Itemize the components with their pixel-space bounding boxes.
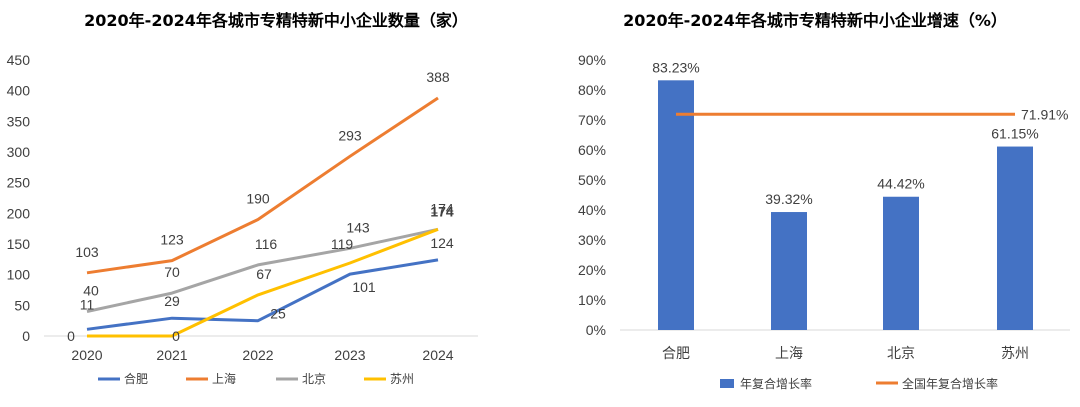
y-tick-label: 70% [578, 112, 606, 128]
data-label: 293 [338, 127, 362, 143]
series-line-0 [86, 258, 439, 331]
data-label: 388 [426, 69, 450, 85]
data-label: 103 [75, 244, 99, 260]
legend-label: 年复合增长率 [740, 376, 812, 391]
bar-data-label: 44.42% [877, 176, 924, 192]
line-chart-data-labels: 11 29 25 101 124 103 123 190 293 388 40 70 116 143 174… [67, 69, 454, 344]
bar-data-label: 83.23% [652, 59, 699, 75]
bar-chart-x-axis: 合肥 上海 北京 苏州 [662, 346, 1029, 362]
data-label: 25 [270, 306, 286, 322]
y-tick-label: 60% [578, 142, 606, 158]
y-tick-label: 50 [14, 297, 30, 313]
data-label: 174 [430, 200, 454, 216]
legend-swatch-bar [720, 379, 734, 388]
line-chart-x-axis: 2020 2021 2022 2023 2024 [71, 347, 453, 363]
x-tick-label: 2021 [156, 347, 187, 363]
data-label: 0 [67, 328, 75, 344]
y-tick-label: 80% [578, 82, 606, 98]
bar-chart-title: 2020年-2024年各城市专精特新中小企业增速（%） [623, 11, 1007, 30]
y-tick-label: 40% [578, 202, 606, 218]
y-tick-label: 0 [22, 328, 30, 344]
data-label: 190 [246, 190, 270, 206]
series-line-1 [86, 96, 439, 275]
line-chart-series [86, 96, 439, 338]
bar-chart-bars [658, 80, 1033, 330]
y-tick-label: 300 [7, 144, 31, 160]
line-chart-title: 2020年-2024年各城市专精特新中小企业数量（家） [84, 11, 468, 30]
legend-label: 合肥 [124, 371, 148, 386]
legend-label: 全国年复合增长率 [902, 376, 998, 391]
line-chart-y-axis: 0 50 100 150 200 250 300 350 400 450 [7, 52, 31, 344]
data-label: 101 [352, 279, 376, 295]
bar-2 [883, 196, 919, 330]
data-label: 40 [83, 282, 99, 298]
bar-chart-y-axis: 0% 10% 20% 30% 40% 50% 60% 70% 80% 90% [578, 52, 606, 338]
data-label: 119 [331, 236, 354, 252]
series-line-3 [87, 227, 439, 338]
y-tick-label: 0% [586, 322, 606, 338]
data-label: 123 [160, 232, 184, 248]
y-tick-label: 30% [578, 232, 606, 248]
y-tick-label: 400 [7, 83, 31, 99]
y-tick-label: 100 [7, 267, 31, 283]
y-tick-label: 200 [7, 205, 31, 221]
bar-chart-legend: 年复合增长率 全国年复合增长率 [720, 376, 998, 391]
data-label: 67 [256, 266, 272, 282]
reference-line-label: 71.91% [1021, 106, 1068, 122]
data-label: 174 [430, 203, 454, 219]
x-tick-label: 2023 [334, 347, 365, 363]
data-label: 11 [80, 296, 95, 312]
y-tick-label: 20% [578, 262, 606, 278]
y-tick-label: 250 [7, 175, 31, 191]
x-tick-label: 2022 [242, 347, 273, 363]
line-chart: 2020年-2024年各城市专精特新中小企业数量（家） 0 50 100 150 200… [7, 11, 478, 386]
bar-chart-reference-line: 71.91% [676, 106, 1068, 122]
data-label: 116 [255, 236, 278, 252]
y-tick-label: 10% [578, 292, 606, 308]
y-tick-label: 350 [7, 113, 31, 129]
bar-chart: 2020年-2024年各城市专精特新中小企业增速（%） 0% 10% 20% 30% 4… [578, 11, 1070, 391]
data-label: 29 [164, 293, 180, 309]
bar-0 [658, 80, 694, 330]
legend-label: 北京 [302, 372, 326, 386]
x-tick-label: 上海 [775, 346, 803, 362]
x-tick-label: 2020 [71, 347, 102, 363]
bar-3 [997, 146, 1033, 330]
x-tick-label: 苏州 [1001, 346, 1029, 362]
data-label: 70 [164, 264, 180, 280]
y-tick-label: 50% [578, 172, 606, 188]
x-tick-label: 合肥 [662, 346, 690, 362]
legend-label: 苏州 [390, 372, 414, 386]
series-line-2 [86, 227, 439, 313]
data-label: 124 [430, 235, 454, 251]
y-tick-label: 90% [578, 52, 606, 68]
legend-label: 上海 [212, 371, 236, 386]
bar-data-label: 61.15% [991, 126, 1038, 142]
bar-data-label: 39.32% [765, 191, 812, 207]
x-tick-label: 北京 [887, 346, 915, 362]
line-chart-legend: 合肥 上海 北京 苏州 [98, 371, 414, 386]
data-label: 0 [172, 328, 180, 344]
y-tick-label: 450 [7, 52, 31, 68]
bar-chart-data-labels: 83.23% 39.32% 44.42% 61.15% [652, 59, 1038, 207]
bar-1 [771, 212, 807, 330]
y-tick-label: 150 [7, 236, 31, 252]
data-label: 143 [346, 219, 370, 235]
x-tick-label: 2024 [422, 347, 453, 363]
